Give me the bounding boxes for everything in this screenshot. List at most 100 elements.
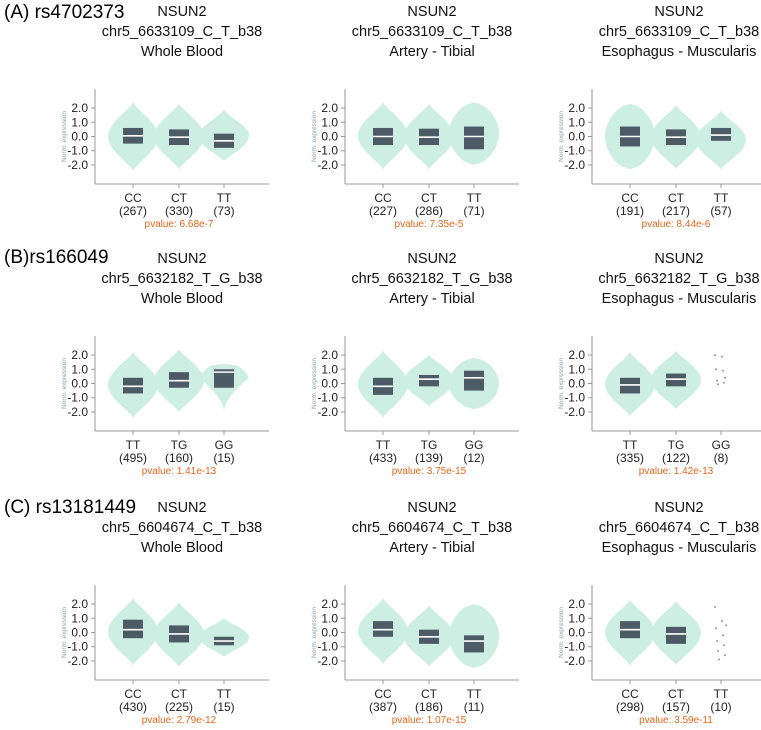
genotype-label: TT: [217, 687, 232, 701]
genotype-group: GG(12): [449, 357, 499, 465]
sample-point: [723, 644, 725, 647]
genotype-group: CT(286): [404, 103, 454, 218]
y-tick-label: -2.0: [564, 405, 585, 419]
genotype-label: CT: [668, 687, 685, 701]
violin-shape: [199, 105, 249, 161]
y-tick-label: 1.0: [71, 362, 88, 376]
genotype-label: TT: [376, 438, 391, 452]
y-tick-label: 0.0: [71, 626, 88, 640]
gene-title: NSUN2: [157, 500, 207, 516]
y-tick-label: 0.0: [568, 130, 585, 144]
y-axis-label: Norm. expression: [311, 607, 318, 658]
y-tick-label: -2.0: [317, 158, 338, 172]
gene-title: NSUN2: [654, 500, 704, 516]
genotype-label: CC: [621, 191, 639, 205]
y-tick-label: -1.0: [317, 640, 338, 654]
y-tick-label: 1.0: [321, 115, 338, 129]
genotype-group: CC(387): [358, 598, 408, 714]
y-tick-label: -2.0: [317, 405, 338, 419]
gene-title: NSUN2: [407, 4, 457, 20]
genotype-group: TG(160): [154, 349, 204, 465]
genotype-label: CT: [668, 191, 685, 205]
genotype-label: CT: [171, 191, 188, 205]
gene-title: NSUN2: [654, 4, 704, 20]
sample-count: (15): [213, 451, 234, 465]
genotype-label: TT: [623, 438, 638, 452]
pvalue-label: pvalue: 3.75e-15: [392, 466, 467, 477]
y-tick-label: 2.0: [568, 348, 585, 362]
y-axis-label: Norm. expression: [311, 111, 318, 162]
sample-point: [716, 640, 718, 643]
tissue-title: Artery - Tibial: [389, 540, 475, 556]
tissue-title: Artery - Tibial: [389, 44, 475, 60]
y-tick-label: 2.0: [321, 101, 338, 115]
sample-count: (73): [213, 204, 234, 218]
sample-point: [722, 634, 724, 637]
genotype-label: TT: [714, 191, 729, 205]
iqr-box: [214, 369, 234, 388]
sample-count: (10): [710, 700, 731, 714]
genotype-group: CT(217): [651, 105, 701, 218]
sample-count: (387): [369, 700, 397, 714]
y-axis-label: Norm. expression: [61, 607, 68, 658]
genotype-label: CT: [171, 687, 188, 701]
genotype-label: GG: [465, 438, 484, 452]
violin-panel: NSUN2 chr5_6604674_C_T_b38 Esophagus - Mus…: [554, 500, 761, 730]
y-tick-label: -2.0: [564, 158, 585, 172]
genotype-label: TT: [714, 687, 729, 701]
iqr-box: [419, 374, 439, 387]
y-tick-label: -2.0: [67, 654, 88, 668]
violin-panel: NSUN2 chr5_6632182_T_G_b38 Esophagus - Mus…: [554, 251, 761, 481]
violin-panel: NSUN2 chr5_6633109_C_T_b38 Whole Blood 2.0 1…: [57, 4, 307, 234]
genotype-label: CC: [621, 687, 639, 701]
y-tick-label: 1.0: [568, 362, 585, 376]
variant-title: chr5_6633109_C_T_b38: [351, 24, 513, 40]
y-tick-label: 0.0: [71, 377, 88, 391]
y-tick-label: -1.0: [564, 391, 585, 405]
genotype-label: CT: [421, 687, 438, 701]
genotype-group: TG(139): [404, 355, 454, 465]
tissue-title: Whole Blood: [140, 44, 224, 60]
y-tick-label: 0.0: [71, 130, 88, 144]
genotype-group: TT(433): [358, 350, 408, 465]
y-axis-label: Norm. expression: [558, 111, 565, 162]
sample-count: (298): [616, 700, 644, 714]
sample-point: [721, 355, 723, 358]
variant-title: chr5_6604674_C_T_b38: [351, 520, 513, 536]
genotype-label: TT: [467, 191, 482, 205]
genotype-group: TT(11): [449, 604, 499, 714]
sample-point: [717, 383, 719, 386]
iqr-box: [464, 126, 484, 150]
tissue-title: Esophagus - Muscularis: [601, 44, 757, 60]
variant-title: chr5_6604674_C_T_b38: [598, 520, 760, 536]
genotype-group: CC(227): [358, 102, 408, 218]
genotype-group: CC(267): [108, 102, 158, 218]
violin-panel: NSUN2 chr5_6604674_C_T_b38 Artery - Tibial…: [307, 500, 557, 730]
sample-count: (286): [415, 204, 443, 218]
genotype-group: CC(430): [108, 598, 158, 714]
y-tick-label: -1.0: [67, 144, 88, 158]
y-tick-label: 2.0: [568, 597, 585, 611]
sample-count: (335): [616, 451, 644, 465]
sample-point: [722, 369, 724, 372]
row-label-a: (A) rs4702373: [4, 2, 125, 23]
gene-title: NSUN2: [157, 4, 207, 20]
y-tick-label: -1.0: [67, 640, 88, 654]
y-tick-label: 0.0: [568, 626, 585, 640]
violin-panel: NSUN2 chr5_6633109_C_T_b38 Artery - Tibial…: [307, 4, 557, 234]
sample-count: (267): [119, 204, 147, 218]
y-tick-label: 0.0: [321, 130, 338, 144]
sample-point: [724, 376, 726, 379]
sample-count: (160): [165, 451, 193, 465]
genotype-group: TT(335): [605, 352, 655, 465]
genotype-label: TG: [421, 438, 438, 452]
y-tick-label: -2.0: [67, 405, 88, 419]
iqr-box: [464, 635, 484, 653]
sample-point: [723, 381, 725, 384]
sample-count: (191): [616, 204, 644, 218]
